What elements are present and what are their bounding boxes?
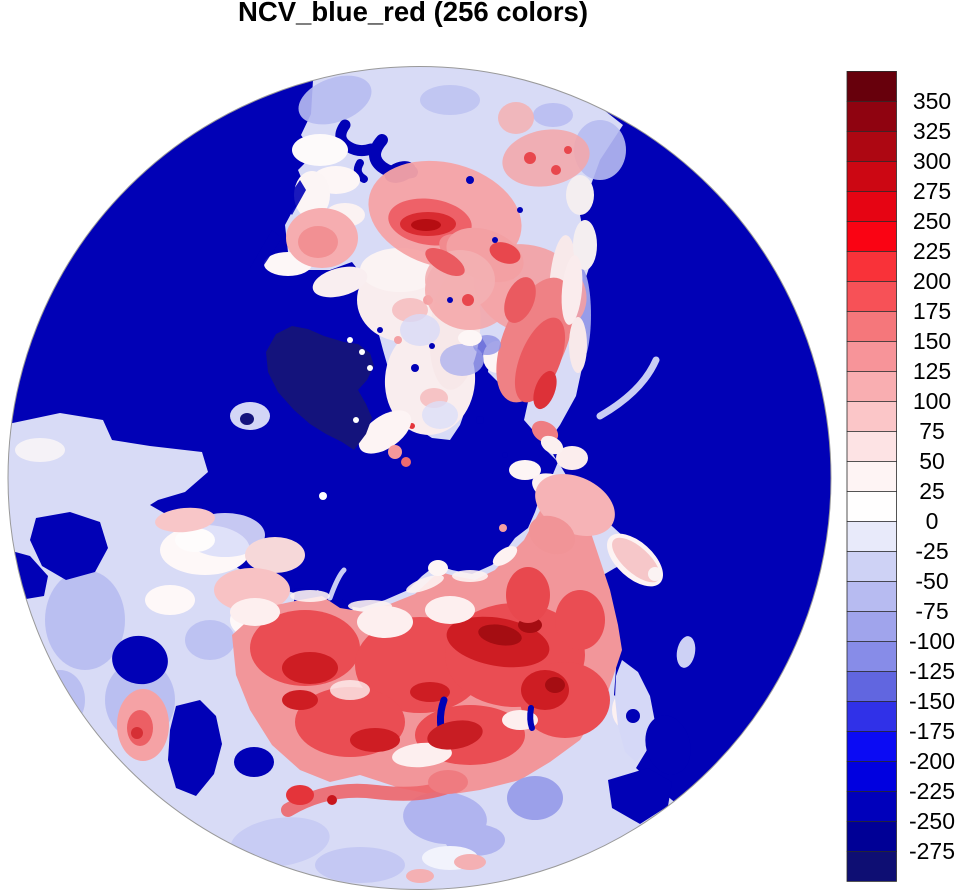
svg-text:NCV_blue_red (256 colors): NCV_blue_red (256 colors) [238,0,588,27]
svg-text:25: 25 [919,478,945,504]
svg-text:200: 200 [913,268,951,294]
svg-text:-150: -150 [909,688,955,714]
svg-text:275: 275 [913,178,951,204]
svg-text:300: 300 [913,148,951,174]
svg-text:-200: -200 [909,748,955,774]
svg-text:250: 250 [913,208,951,234]
svg-text:100: 100 [913,388,951,414]
svg-text:-175: -175 [909,718,955,744]
svg-text:175: 175 [913,298,951,324]
svg-text:50: 50 [919,448,945,474]
svg-text:75: 75 [919,418,945,444]
svg-text:350: 350 [913,88,951,114]
svg-text:-75: -75 [915,598,948,624]
svg-text:-125: -125 [909,658,955,684]
svg-text:-25: -25 [915,538,948,564]
svg-text:-275: -275 [909,838,955,864]
svg-text:125: 125 [913,358,951,384]
svg-text:225: 225 [913,238,951,264]
svg-text:-250: -250 [909,808,955,834]
svg-text:-225: -225 [909,778,955,804]
svg-text:325: 325 [913,118,951,144]
svg-text:-50: -50 [915,568,948,594]
svg-text:-100: -100 [909,628,955,654]
svg-text:0: 0 [926,508,939,534]
svg-text:150: 150 [913,328,951,354]
